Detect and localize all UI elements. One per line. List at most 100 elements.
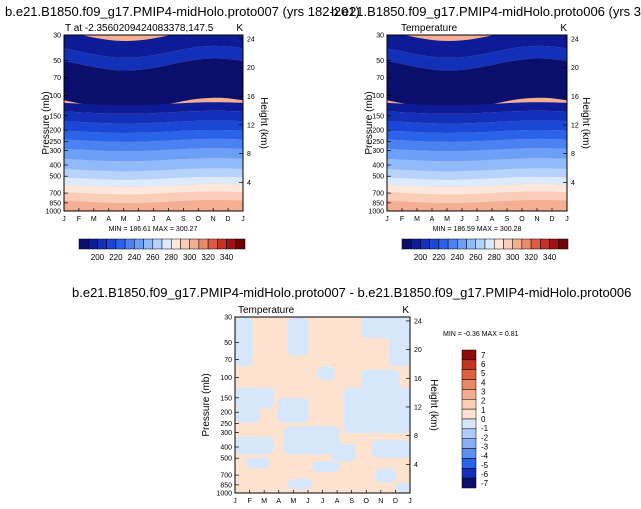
colorbar-label: 240 [128,253,142,262]
x-tick-label: S [349,498,354,505]
contour-band [64,35,243,58]
x-tick-label: J [475,216,479,223]
contour-band [387,58,567,110]
colorbar-label: -1 [481,424,489,433]
x-tick-label: J [233,498,237,505]
colorbar-box [461,428,477,439]
colorbar-box [466,238,477,250]
contour-region [343,387,410,434]
y-tick-label: 150 [372,113,384,120]
contour-band [64,110,243,124]
colorbar-label: -7 [481,479,489,488]
contour-band [64,168,243,180]
colorbar-label: 220 [109,253,123,262]
x-tick-label: D [226,216,231,223]
y-tick-label: 500 [49,174,61,181]
colorbar-box [106,238,117,250]
colorbar-label: 4 [481,378,486,387]
colorbar-box [461,399,477,410]
panel-3-stats: MIN = -0.36 MAX = 0.81 [443,331,519,338]
colorbar-box [189,238,200,250]
y-tick-label: 500 [372,174,384,181]
y-tick-label: 200 [49,128,61,135]
colorbar-label: 200 [414,253,428,262]
x-tick-label: A [106,216,111,223]
colorbar-box [461,408,477,420]
contour-band [64,130,243,142]
contour-band [387,148,567,162]
contour-band [64,191,243,204]
y-tick-label: 70 [53,75,61,82]
colorbar-box [484,238,495,250]
y-tick-label: 1000 [368,209,384,216]
colorbar-box [461,349,477,361]
panel-1-subtitle-left: T at -2.3560209424083378,147.5 [65,23,214,34]
x-tick-label: J [137,216,141,223]
colorbar-label: -4 [481,452,489,461]
panel-1-stats: MIN = 186.61 MAX = 300.27 [109,226,198,233]
colorbar-box [457,238,467,250]
colorbar-label: 240 [451,253,465,262]
x-tick-label: J [62,216,66,223]
colorbar-label: -3 [481,442,489,451]
x-tick-label: F [77,216,81,223]
colorbar-label: 280 [165,253,179,262]
contour-region [317,366,335,381]
y2-tick-label: 20 [247,65,255,72]
panel-3-axes: J F M A M J J A S O N D J 30 50 70 100 150 200 250 300 400 500… [216,315,421,506]
contour-band [64,58,243,110]
x-tick-label: F [247,498,251,505]
y-tick-label: 150 [220,395,232,402]
y2-tick-label: 24 [571,36,579,43]
contour-band [64,158,243,172]
contour-region [396,482,410,493]
colorbar-box [152,238,163,250]
colorbar-label: 300 [506,253,520,262]
colorbar-label: 260 [146,253,160,262]
x-tick-label: M [444,216,450,223]
contour-band [387,120,567,133]
colorbar-box [134,238,144,250]
x-tick-label: J [460,216,464,223]
panel-2-subtitle-left: Temperature [401,23,458,34]
panel-2-colorbar: 200 220 240 260 280 300 320 340 [401,238,569,262]
panel-2-ylabel: Pressure (mb) [364,91,375,154]
panel-1: b.e21.B1850.f09_g17.PMIP4-midHolo.proto0… [5,4,360,262]
y2-tick-label: 20 [414,347,422,354]
contour-region [245,457,270,469]
colorbar-box [97,238,107,250]
x-tick-label: O [364,498,370,505]
colorbar-box [170,238,181,250]
x-tick-label: O [519,216,525,223]
y-tick-label: 250 [220,421,232,428]
y2-tick-label: 12 [571,122,579,129]
colorbar-box [124,238,135,250]
x-tick-label: S [505,216,510,223]
colorbar-label: -2 [481,433,489,442]
y2-tick-label: 24 [414,318,422,325]
colorbar-box [461,379,477,390]
panel-2-field [387,35,567,211]
y2-tick-label: 12 [414,404,422,411]
panel-2-stats: MIN = 186.59 MAX = 300.28 [433,226,522,233]
x-tick-label: M [121,216,127,223]
panel-2-axes: J F M A M J J A S O N D J 30 50 70 100 150 200 250 300 400 500… [368,33,578,224]
contour-band [387,35,567,58]
y-tick-label: 1000 [45,209,61,216]
contour-band [387,138,567,152]
panel-3-field [235,317,410,493]
y-tick-label: 30 [224,315,232,322]
y-tick-label: 50 [53,58,61,65]
x-tick-label: F [400,216,404,223]
contour-region [371,440,410,458]
colorbar-box [217,238,227,250]
colorbar-box [438,238,449,250]
contour-region [331,443,356,462]
colorbar-box [461,468,477,479]
colorbar-box [447,238,458,250]
y-tick-label: 200 [220,410,232,417]
x-tick-label: J [306,498,310,505]
y2-tick-label: 4 [571,180,575,187]
x-tick-label: M [290,498,296,505]
